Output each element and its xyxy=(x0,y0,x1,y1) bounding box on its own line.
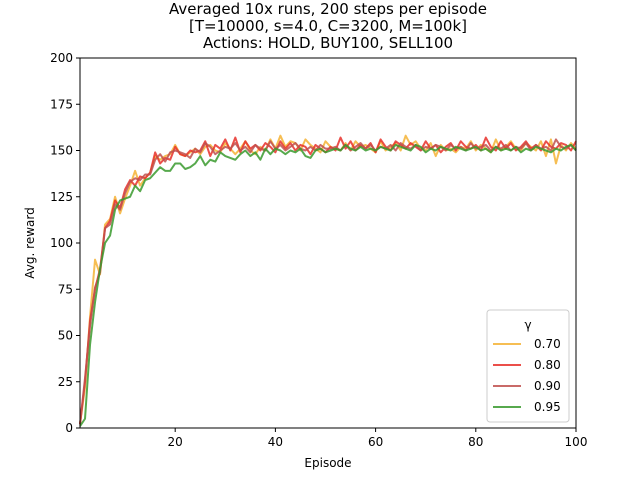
y-tick-label: 50 xyxy=(58,329,73,343)
chart-title: Averaged 10x runs, 200 steps per episode… xyxy=(169,0,487,52)
legend-title: γ xyxy=(524,318,531,332)
series-lines xyxy=(79,134,577,427)
chart-title-line-1: Averaged 10x runs, 200 steps per episode xyxy=(169,0,487,18)
x-tick-label: 40 xyxy=(268,435,283,449)
y-tick-label: 175 xyxy=(50,97,73,111)
legend-label: 0.70 xyxy=(534,337,561,351)
y-tick-label: 75 xyxy=(58,282,73,296)
x-tick-label: 20 xyxy=(168,435,183,449)
chart-title-line-2: [T=10000, s=4.0, C=3200, M=100k] xyxy=(189,17,467,35)
series-line-0-95 xyxy=(79,143,577,427)
x-tick-label: 60 xyxy=(368,435,383,449)
chart-title-line-3: Actions: HOLD, BUY100, SELL100 xyxy=(203,34,453,52)
legend-label: 0.90 xyxy=(534,379,561,393)
y-tick-label: 0 xyxy=(65,421,73,435)
legend-label: 0.80 xyxy=(534,358,561,372)
y-tick-label: 200 xyxy=(50,51,73,65)
legend: γ 0.70 0.80 0.90 0.95 xyxy=(486,309,570,423)
y-axis-label: Avg. reward xyxy=(23,207,37,278)
x-axis-label: Episode xyxy=(304,456,351,470)
x-axis: 20 40 60 80 100 xyxy=(168,428,588,449)
y-tick-label: 25 xyxy=(58,375,73,389)
x-tick-label: 80 xyxy=(468,435,483,449)
legend-label: 0.95 xyxy=(534,400,561,414)
y-tick-label: 125 xyxy=(50,190,73,204)
legend-box xyxy=(486,309,570,423)
x-tick-label: 100 xyxy=(565,435,588,449)
y-tick-label: 100 xyxy=(50,236,73,250)
y-axis: 0 25 50 75 100 125 150 175 200 xyxy=(50,51,80,435)
y-tick-label: 150 xyxy=(50,144,73,158)
